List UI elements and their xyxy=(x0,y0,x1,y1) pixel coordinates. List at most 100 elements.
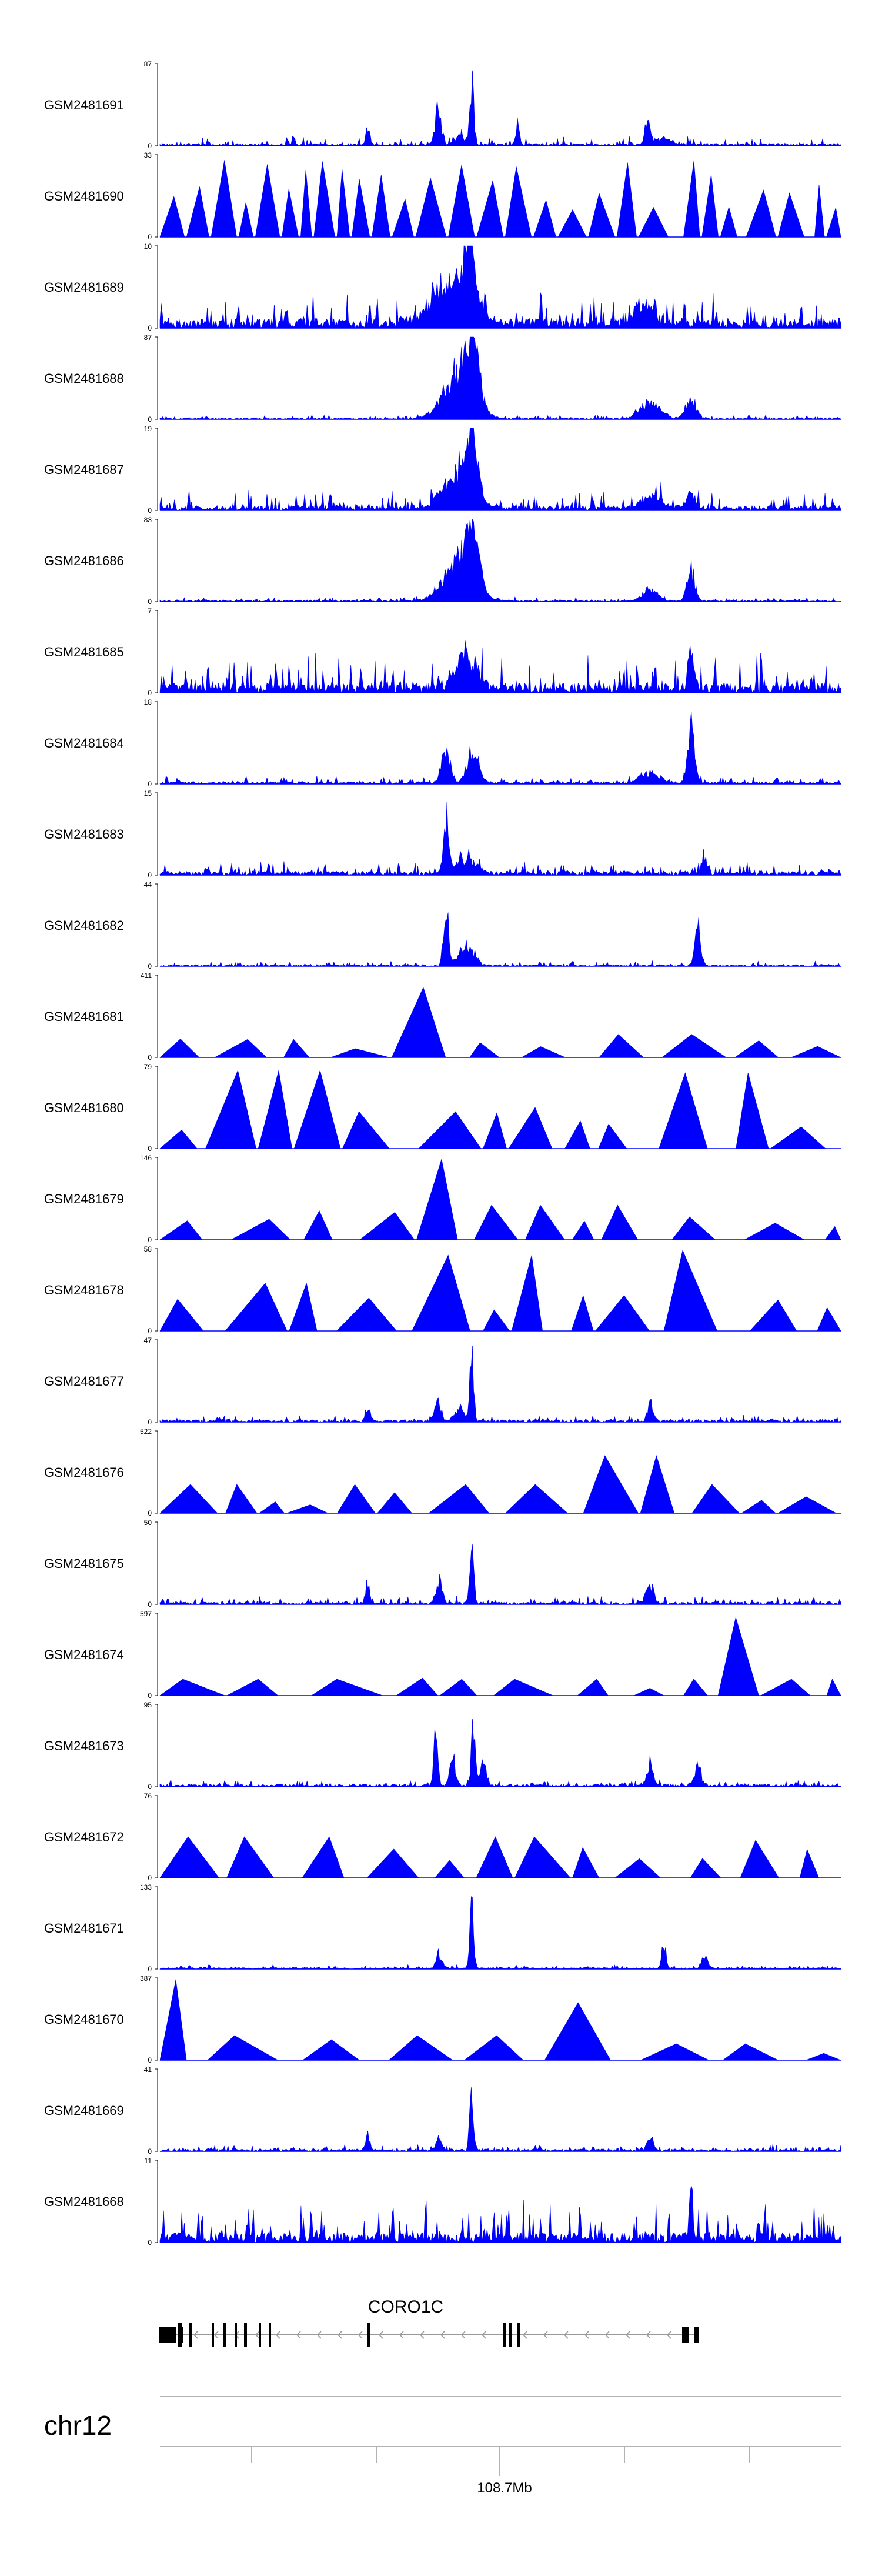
strand-arrow xyxy=(193,2331,198,2339)
y-axis-max-label: 7 xyxy=(148,607,152,615)
signal-area xyxy=(159,1159,841,1240)
exon xyxy=(269,2323,271,2347)
y-axis-min-label: 0 xyxy=(148,780,152,788)
y-axis-min-label: 0 xyxy=(148,233,152,241)
signal-area xyxy=(159,1544,841,1605)
exon xyxy=(503,2323,506,2347)
strand-arrow xyxy=(337,2331,342,2339)
track-GSM2481681: GSM2481681 411 0 xyxy=(44,972,841,1062)
track-GSM2481677: GSM2481677 47 0 xyxy=(44,1336,841,1426)
y-axis-min-label: 0 xyxy=(148,871,152,879)
exon xyxy=(259,2323,261,2347)
strand-arrow xyxy=(316,2331,322,2339)
exon xyxy=(368,2323,370,2347)
sample-label: GSM2481681 xyxy=(44,1009,124,1024)
track-GSM2481685: GSM2481685 7 0 xyxy=(44,607,841,697)
sample-label: GSM2481691 xyxy=(44,98,124,112)
strand-arrow xyxy=(296,2331,301,2339)
strand-arrow xyxy=(378,2331,383,2339)
strand-arrow xyxy=(481,2331,486,2339)
y-axis-min-label: 0 xyxy=(148,2147,152,2155)
track-GSM2481676: GSM2481676 522 0 xyxy=(44,1427,841,1517)
y-axis-max-label: 146 xyxy=(140,1154,152,1162)
strand-arrow xyxy=(358,2331,363,2339)
track-GSM2481684: GSM2481684 18 0 xyxy=(44,698,841,788)
sample-label: GSM2481669 xyxy=(44,2103,124,2118)
signal-area xyxy=(159,802,841,876)
track-GSM2481668: GSM2481668 11 0 xyxy=(44,2157,841,2247)
gene-model-track: CORO1C xyxy=(159,2297,699,2347)
sample-label: GSM2481686 xyxy=(44,553,124,568)
strand-arrow xyxy=(584,2331,589,2339)
sample-label: GSM2481682 xyxy=(44,918,124,933)
track-GSM2481686: GSM2481686 83 0 xyxy=(44,516,841,606)
sample-label: GSM2481690 xyxy=(44,189,124,203)
signal-area xyxy=(159,336,841,420)
y-axis-max-label: 76 xyxy=(144,1792,152,1800)
track-GSM2481670: GSM2481670 387 0 xyxy=(44,1974,841,2064)
signal-area xyxy=(159,1249,841,1332)
track-GSM2481689: GSM2481689 10 0 xyxy=(44,242,841,332)
sample-label: GSM2481683 xyxy=(44,827,124,842)
y-axis-max-label: 44 xyxy=(144,880,152,889)
sample-label: GSM2481671 xyxy=(44,1921,124,1936)
gene-label: CORO1C xyxy=(368,2297,443,2317)
strand-arrow xyxy=(419,2331,425,2339)
signal-area xyxy=(159,912,841,967)
signal-area xyxy=(159,1346,841,1423)
track-GSM2481678: GSM2481678 58 0 xyxy=(44,1245,841,1335)
y-axis-min-label: 0 xyxy=(148,2238,152,2247)
strand-arrow xyxy=(522,2331,527,2339)
track-GSM2481675: GSM2481675 50 0 xyxy=(44,1519,841,1609)
strand-arrow xyxy=(460,2331,466,2339)
signal-area xyxy=(159,1069,841,1149)
track-GSM2481687: GSM2481687 19 0 xyxy=(44,425,841,515)
sample-label: GSM2481679 xyxy=(44,1192,124,1206)
sample-label: GSM2481677 xyxy=(44,1374,124,1389)
strand-arrow xyxy=(255,2331,260,2339)
track-GSM2481690: GSM2481690 33 0 xyxy=(44,151,841,241)
exon xyxy=(682,2327,689,2343)
signal-area xyxy=(159,2185,841,2243)
track-GSM2481683: GSM2481683 15 0 xyxy=(44,789,841,879)
track-GSM2481682: GSM2481682 44 0 xyxy=(44,880,841,970)
exon xyxy=(509,2323,512,2347)
y-axis-max-label: 133 xyxy=(140,1883,152,1891)
y-axis-min-label: 0 xyxy=(148,962,152,970)
sample-label: GSM2481672 xyxy=(44,1830,124,1844)
y-axis-min-label: 0 xyxy=(148,415,152,423)
y-axis-max-label: 387 xyxy=(140,1974,152,1983)
signal-area xyxy=(159,160,841,238)
track-GSM2481691: GSM2481691 87 0 xyxy=(44,60,841,150)
y-axis-max-label: 10 xyxy=(144,242,152,251)
signal-area xyxy=(159,518,841,602)
y-axis-max-label: 33 xyxy=(144,151,152,159)
sample-label: GSM2481689 xyxy=(44,280,124,295)
y-axis-max-label: 79 xyxy=(144,1063,152,1071)
sample-label: GSM2481684 xyxy=(44,736,124,750)
signal-area xyxy=(159,1454,841,1514)
y-axis-max-label: 47 xyxy=(144,1336,152,1344)
sample-label: GSM2481675 xyxy=(44,1556,124,1571)
y-axis-min-label: 0 xyxy=(148,324,152,332)
strand-arrow xyxy=(399,2331,404,2339)
y-axis-min-label: 0 xyxy=(148,1691,152,1700)
track-GSM2481674: GSM2481674 597 0 xyxy=(44,1610,841,1700)
signal-area xyxy=(159,245,841,329)
y-axis-min-label: 0 xyxy=(148,1236,152,1244)
strand-arrow xyxy=(440,2331,445,2339)
y-axis-min-label: 0 xyxy=(148,142,152,150)
strand-arrow xyxy=(275,2331,280,2339)
y-axis-max-label: 522 xyxy=(140,1427,152,1436)
y-axis-max-label: 11 xyxy=(145,2157,152,2165)
track-GSM2481679: GSM2481679 146 0 xyxy=(44,1154,841,1244)
y-axis-min-label: 0 xyxy=(148,598,152,606)
signal-area xyxy=(159,1616,841,1696)
y-axis-max-label: 18 xyxy=(144,698,152,706)
sample-label: GSM2481673 xyxy=(44,1739,124,1753)
chromosome-label: chr12 xyxy=(44,2410,112,2441)
genomic-axis: chr12 108.7Mb xyxy=(44,2396,841,2496)
y-axis-min-label: 0 xyxy=(148,1144,152,1153)
signal-area xyxy=(159,1896,841,1970)
